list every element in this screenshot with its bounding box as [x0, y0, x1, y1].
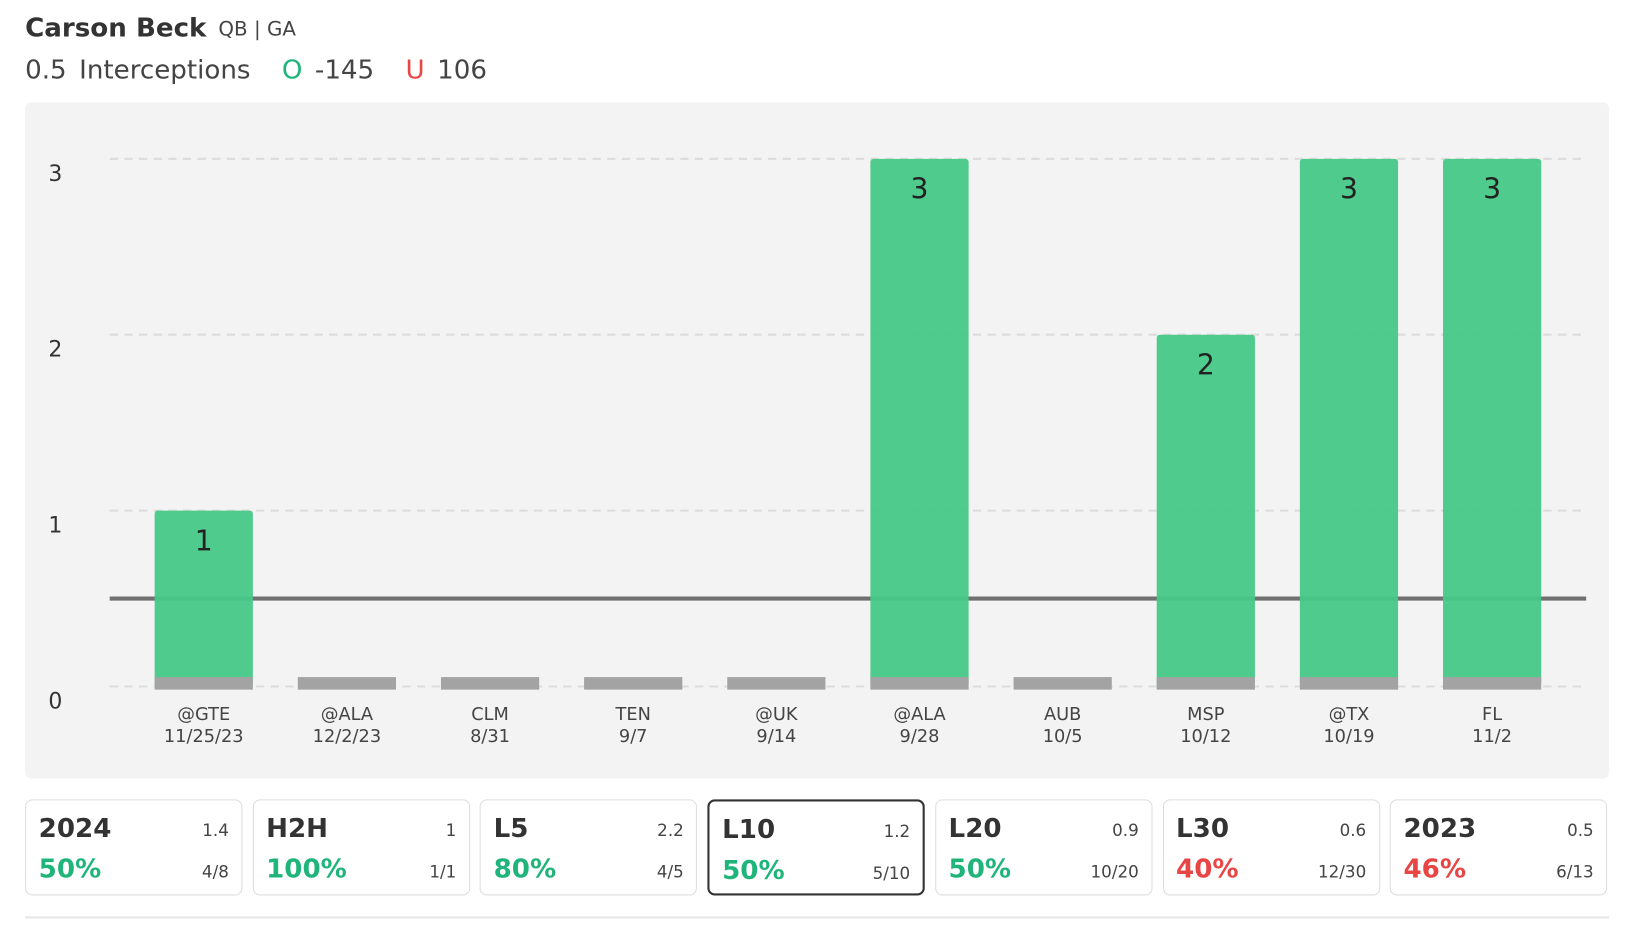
bar [584, 677, 683, 690]
x-tick-label: AUB [1044, 705, 1081, 725]
x-tick-date: 10/5 [1043, 727, 1083, 747]
card-average: 2.2 [657, 820, 684, 841]
bar [1443, 158, 1542, 687]
stat-card[interactable]: H2H 1 100% 1/1 [252, 799, 470, 896]
stat-card[interactable]: L30 0.6 40% 12/30 [1162, 799, 1380, 896]
bar [297, 677, 397, 690]
bar-base [1299, 677, 1399, 690]
x-tick-label: @ALA [321, 705, 373, 725]
under-odds: 106 [437, 54, 487, 85]
bar-value-label: 1 [195, 524, 213, 557]
bar-base [1443, 677, 1542, 690]
x-tick-date: 11/25/23 [164, 727, 244, 747]
x-tick-date: 12/2/23 [313, 727, 381, 747]
card-hit-rate: 50% [38, 853, 102, 884]
x-tick-date: 8/31 [470, 727, 510, 747]
under-letter: U [405, 54, 425, 85]
stat-card[interactable]: 2023 0.5 46% 6/13 [1389, 799, 1608, 896]
x-tick-label: CLM [471, 705, 509, 725]
card-label: L10 [722, 813, 776, 845]
bar-base [1156, 677, 1255, 690]
card-fraction: 10/20 [1090, 862, 1139, 882]
prop-value: 0.5 [25, 54, 67, 85]
card-fraction: 4/8 [201, 862, 229, 882]
stat-card[interactable]: L5 2.2 80% 4/5 [480, 799, 698, 896]
x-tick-label: @UK [755, 705, 799, 725]
player-name: Carson Beck [25, 12, 207, 43]
card-fraction: 6/13 [1556, 862, 1594, 882]
stat-card[interactable]: L10 1.2 50% 5/10 [707, 799, 925, 896]
bar [1156, 334, 1255, 687]
card-label: 2024 [38, 812, 112, 844]
prop-stat: Interceptions [79, 54, 251, 85]
card-fraction: 5/10 [872, 863, 911, 883]
x-tick-date: 10/12 [1180, 727, 1231, 747]
divider [25, 916, 1610, 919]
bar-value-label: 3 [1483, 173, 1501, 206]
y-tick-label: 3 [48, 162, 62, 187]
y-tick-label: 1 [48, 514, 62, 539]
x-tick-label: FL [1482, 705, 1502, 725]
card-average: 1 [445, 820, 457, 841]
card-average: 0.5 [1567, 820, 1594, 841]
y-tick-label: 2 [48, 338, 62, 363]
card-average: 1.2 [883, 821, 911, 842]
card-hit-rate: 50% [722, 854, 785, 886]
bar [870, 158, 969, 687]
bar [727, 677, 826, 690]
bar-value-label: 2 [1197, 348, 1215, 381]
bar [1013, 677, 1112, 690]
card-average: 1.4 [202, 820, 229, 841]
card-average: 0.9 [1112, 820, 1139, 841]
card-label: L30 [1176, 812, 1230, 844]
over-letter: O [281, 54, 303, 85]
card-label: L20 [948, 812, 1002, 844]
card-hit-rate: 50% [948, 853, 1012, 884]
x-tick-label: @ALA [893, 705, 945, 725]
x-tick-label: TEN [615, 705, 651, 725]
card-fraction: 12/30 [1318, 862, 1367, 882]
card-label: 2023 [1403, 812, 1477, 844]
card-hit-rate: 80% [493, 853, 557, 884]
bar [1299, 158, 1399, 687]
stat-card[interactable]: 2024 1.4 50% 4/8 [25, 799, 243, 896]
card-label: L5 [493, 812, 529, 844]
prop-line: 0.5 Interceptions O -145 U 106 [25, 54, 491, 84]
card-fraction: 1/1 [429, 862, 457, 882]
x-tick-date: 10/19 [1323, 727, 1374, 747]
player-position: QB | GA [218, 17, 296, 41]
x-tick-date: 9/14 [756, 727, 796, 747]
card-hit-rate: 40% [1176, 853, 1239, 884]
bar-value-label: 3 [911, 173, 929, 206]
x-tick-date: 9/28 [900, 727, 940, 747]
bar [154, 510, 253, 687]
over-odds: -145 [314, 54, 375, 85]
bar-base [870, 677, 969, 690]
bar-value-label: 3 [1340, 173, 1358, 206]
x-tick-label: @TX [1329, 705, 1370, 725]
chart: 01231@GTE11/25/23@ALA12/2/23CLM8/31TEN9/… [48, 157, 1587, 747]
bar [440, 677, 540, 690]
card-fraction: 4/5 [656, 862, 684, 882]
x-tick-date: 9/7 [619, 727, 648, 747]
stat-card[interactable]: L20 0.9 50% 10/20 [934, 799, 1153, 896]
card-hit-rate: 46% [1403, 853, 1467, 884]
y-tick-label: 0 [48, 689, 62, 714]
x-tick-label: MSP [1187, 705, 1225, 725]
x-tick-label: @GTE [177, 705, 230, 725]
card-hit-rate: 100% [266, 853, 347, 884]
chart-panel: 0 1 2 3 1 @GTE 11/25/23 @ALA 12/2/23 CLM 8/31 TEN 9/… [25, 102, 1610, 779]
card-average: 0.6 [1339, 820, 1367, 841]
card-label: H2H [266, 812, 329, 844]
x-tick-date: 11/2 [1472, 727, 1512, 747]
bar-base [154, 677, 253, 690]
